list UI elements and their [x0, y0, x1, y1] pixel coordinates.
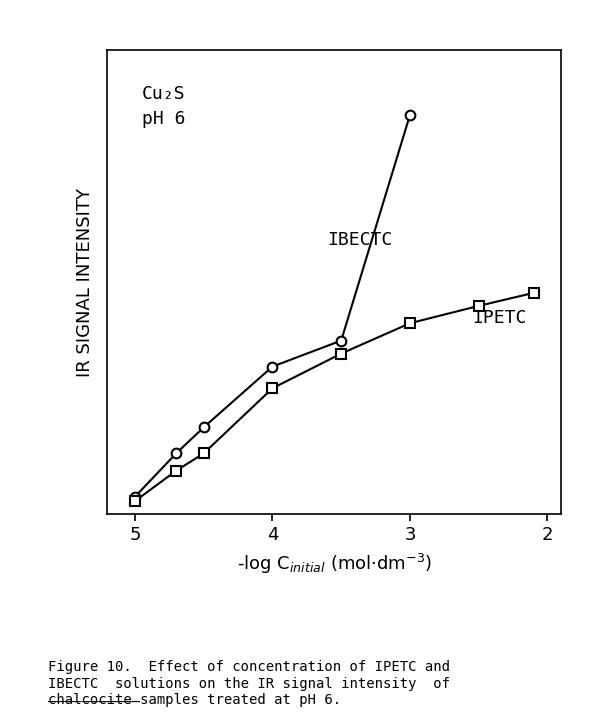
Text: ___________: ___________	[48, 689, 140, 703]
Text: IPETC: IPETC	[472, 309, 526, 327]
X-axis label: -log C$_{initial}$ (mol·dm$^{-3}$): -log C$_{initial}$ (mol·dm$^{-3}$)	[236, 552, 432, 576]
Y-axis label: IR SIGNAL INTENSITY: IR SIGNAL INTENSITY	[76, 188, 94, 376]
Text: IBECTC: IBECTC	[327, 231, 393, 249]
Text: Figure 10.  Effect of concentration of IPETC and
IBECTC  solutions on the IR sig: Figure 10. Effect of concentration of IP…	[48, 660, 450, 707]
Text: Cu₂S
pH 6: Cu₂S pH 6	[142, 85, 185, 128]
